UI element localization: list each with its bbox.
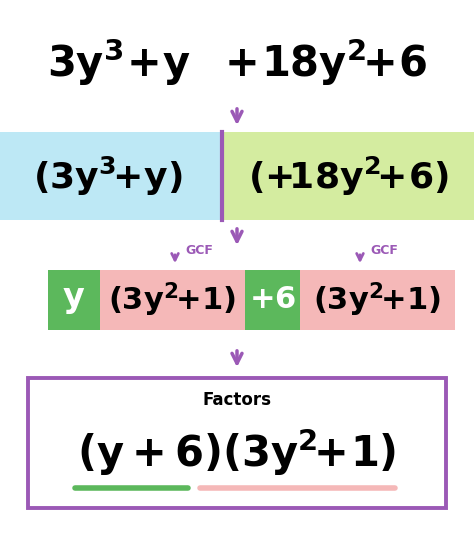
Bar <box>100 270 245 330</box>
Text: $\mathbf{(3y^2\!\!+\!1)}$: $\mathbf{(3y^2\!\!+\!1)}$ <box>109 281 237 319</box>
Text: $\mathbf{(y+6)(3y^2\!\!+\!1)}$: $\mathbf{(y+6)(3y^2\!\!+\!1)}$ <box>77 426 397 478</box>
Text: $\mathbf{(3y^2\!\!+\!1)}$: $\mathbf{(3y^2\!\!+\!1)}$ <box>313 281 442 319</box>
Text: $\mathbf{y}$: $\mathbf{y}$ <box>63 284 86 317</box>
Text: Factors: Factors <box>202 391 272 409</box>
Text: GCF: GCF <box>370 244 398 256</box>
Text: $\mathbf{3y^3\!+\!y\ \ +\!18y^2\!\!+\!6}$: $\mathbf{3y^3\!+\!y\ \ +\!18y^2\!\!+\!6}… <box>47 36 427 88</box>
FancyBboxPatch shape <box>28 378 446 508</box>
Text: GCF: GCF <box>185 244 213 256</box>
Text: $\mathbf{+6}$: $\mathbf{+6}$ <box>249 286 296 314</box>
Bar <box>245 270 300 330</box>
Bar <box>0 132 222 220</box>
Bar <box>48 270 100 330</box>
Bar <box>222 132 474 220</box>
Text: $\mathbf{(3y^3\!\!+\!y)}$: $\mathbf{(3y^3\!\!+\!y)}$ <box>33 155 183 198</box>
Text: $\mathbf{(+\!18y^2\!\!+\!6)}$: $\mathbf{(+\!18y^2\!\!+\!6)}$ <box>247 155 448 198</box>
Bar <box>300 270 455 330</box>
